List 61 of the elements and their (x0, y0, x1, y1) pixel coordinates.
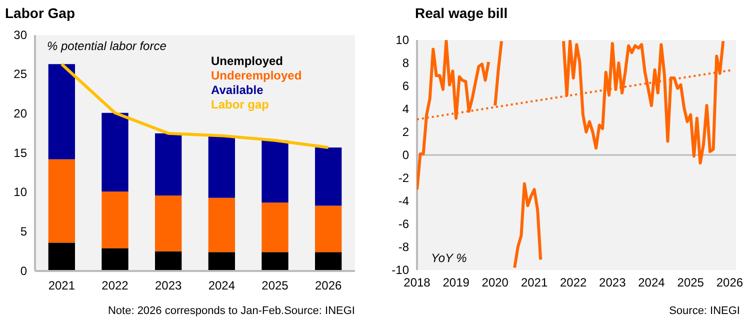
x-tick-label: 2018 (404, 276, 431, 290)
y-tick-label: 5 (20, 224, 28, 239)
x-tick-label: 2020 (482, 276, 509, 290)
bar (102, 248, 128, 271)
x-tick-label: 2019 (442, 276, 470, 290)
bar (208, 252, 235, 271)
text: Note: 2026 corresponds to Jan-Feb.Source: INEGI (108, 305, 355, 317)
bar (315, 252, 342, 271)
text: Available (211, 83, 264, 97)
chart-title: Real wage bill (415, 5, 508, 21)
text: Unemployed (211, 54, 284, 68)
y-tick-label: -8 (398, 240, 410, 254)
bar (262, 140, 288, 203)
y-tick-label: 4 (402, 102, 410, 116)
bar (48, 159, 75, 243)
x-tick-label: 2021 (48, 278, 76, 293)
y-tick-label: -10 (392, 262, 410, 277)
bar (102, 192, 128, 248)
source-note: Source: INEGI (669, 305, 740, 317)
bar (155, 133, 182, 196)
x-tick-label: 2021 (520, 276, 548, 290)
y-axis-title: % potential labor force (47, 39, 167, 53)
bar (315, 147, 342, 206)
y-tick-label: 0 (20, 264, 28, 278)
y-tick-label: 30 (14, 28, 28, 42)
y-tick-label: 20 (14, 106, 28, 121)
x-tick-label: 2024 (638, 276, 666, 290)
bar (48, 242, 75, 271)
x-tick-label: 2026 (716, 276, 744, 290)
x-tick-label: 2023 (154, 278, 182, 293)
y-tick-label: -4 (398, 194, 410, 208)
bar (262, 252, 288, 271)
chart-title: Labor Gap (5, 5, 76, 21)
y-tick-label: -2 (398, 170, 410, 185)
x-tick-label: 2023 (599, 276, 626, 290)
y-tick-label: 8 (402, 56, 410, 70)
y-tick-label: 15 (14, 146, 28, 160)
y-tick-label: 2 (402, 124, 410, 139)
bar (155, 195, 182, 252)
x-tick-label: 2026 (314, 278, 342, 293)
x-tick-label: 2025 (262, 278, 289, 293)
bar (315, 206, 342, 252)
y-tick-label: 0 (402, 148, 410, 162)
text: Underemployed (211, 68, 302, 82)
bar (155, 251, 182, 271)
bar (48, 64, 75, 160)
x-tick-label: 2025 (677, 276, 704, 290)
y-tick-label: 6 (402, 78, 410, 93)
y-tick-label: 10 (14, 185, 28, 200)
bar (208, 198, 235, 252)
x-tick-label: 2024 (208, 278, 236, 293)
y-tick-label: 25 (14, 67, 28, 82)
bar (102, 112, 128, 192)
y-axis-title: YoY % (431, 251, 468, 265)
series-label: Labor gap (211, 98, 270, 112)
x-tick-label: 2022 (560, 276, 588, 290)
x-tick-label: 2022 (102, 278, 129, 293)
y-tick-label: 10 (396, 32, 410, 47)
bar (262, 202, 288, 252)
bar (208, 136, 235, 198)
y-tick-label: -6 (398, 216, 410, 231)
